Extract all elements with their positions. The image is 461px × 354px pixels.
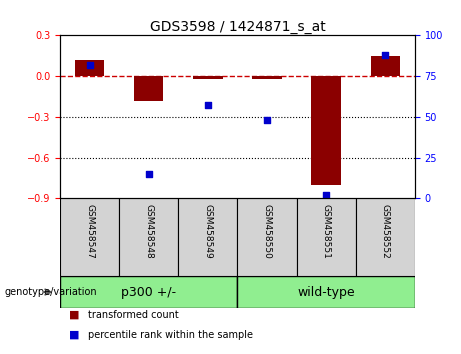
Bar [252,76,282,79]
Text: GSM458550: GSM458550 [262,205,272,259]
Bar [237,198,296,276]
Text: percentile rank within the sample: percentile rank within the sample [88,330,253,339]
Bar [237,276,415,308]
Text: GSM458552: GSM458552 [381,205,390,259]
Point [322,192,330,198]
Text: wild-type: wild-type [297,286,355,298]
Bar [311,76,341,185]
Text: GSM458547: GSM458547 [85,205,94,259]
Point [263,117,271,123]
Bar [356,198,415,276]
Point [86,62,93,68]
Text: GSM458549: GSM458549 [203,205,213,259]
Bar [60,198,119,276]
Bar [119,198,178,276]
Point [204,103,212,108]
Text: GSM458548: GSM458548 [144,205,153,259]
Point [382,52,389,58]
Bar [193,76,223,79]
Bar [134,76,164,101]
Bar [371,56,400,76]
Text: genotype/variation: genotype/variation [5,287,97,297]
Bar [60,276,237,308]
Text: p300 +/-: p300 +/- [121,286,176,298]
Text: ■: ■ [69,310,80,320]
Text: ■: ■ [69,330,80,339]
Bar [178,198,237,276]
Text: transformed count: transformed count [88,310,178,320]
Text: GSM458551: GSM458551 [322,205,331,259]
Title: GDS3598 / 1424871_s_at: GDS3598 / 1424871_s_at [149,21,325,34]
Bar [75,60,104,76]
Bar [296,198,356,276]
Point [145,171,152,177]
